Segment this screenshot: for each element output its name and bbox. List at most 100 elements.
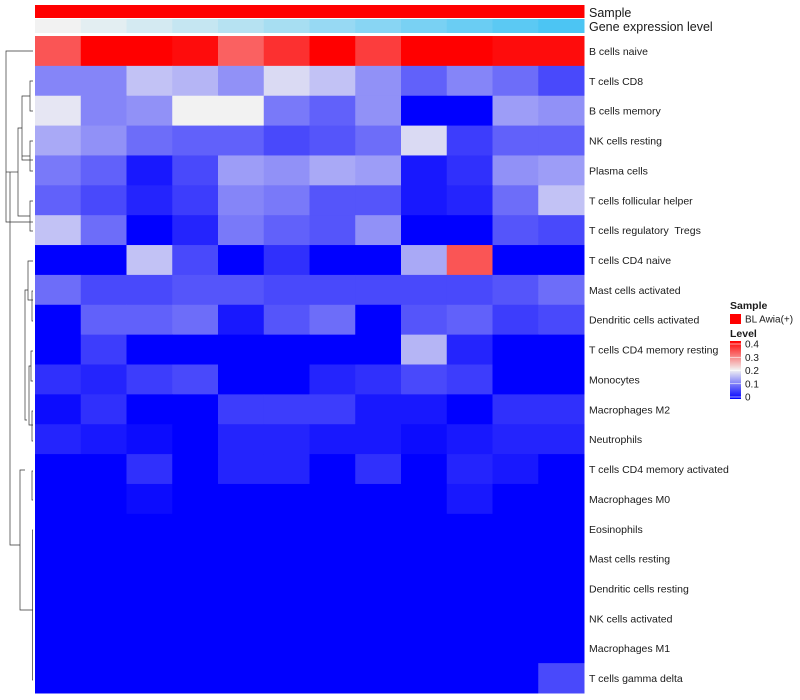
heatmap-cell <box>355 603 402 634</box>
legend-sample-swatch <box>730 314 741 324</box>
heatmap-cell <box>263 573 310 604</box>
heatmap-cell <box>309 364 356 395</box>
heatmap-cell <box>126 633 173 664</box>
heatmap-cell <box>355 125 402 156</box>
heatmap-cell <box>218 95 265 127</box>
heatmap-cell <box>309 304 356 336</box>
sample-annotation-cell <box>355 5 402 18</box>
heatmap-cell <box>35 483 82 515</box>
row-label: Macrophages M2 <box>589 404 670 416</box>
sample-annotation-cell <box>309 5 356 18</box>
heatmap-cell <box>446 663 493 694</box>
heatmap-cell <box>172 633 219 664</box>
heatmap-cell <box>80 304 127 336</box>
heatmap-cell <box>538 274 585 306</box>
gene-expression-annotation-cell <box>446 19 493 33</box>
heatmap-cell <box>309 155 356 186</box>
heatmap-cell <box>35 334 82 365</box>
heatmap-cell <box>446 95 493 127</box>
heatmap-cell <box>263 364 310 395</box>
heatmap-cell <box>492 334 539 365</box>
heatmap-cell <box>35 155 82 186</box>
row-label: T cells CD4 memory resting <box>589 345 718 357</box>
heatmap-cell <box>538 334 585 365</box>
heatmap-cell <box>35 95 82 127</box>
heatmap-cell <box>492 513 539 545</box>
heatmap-cell <box>538 364 585 395</box>
heatmap-cell <box>355 245 402 276</box>
heatmap-cell <box>446 603 493 634</box>
heatmap-cell <box>446 36 493 67</box>
heatmap-cell <box>80 663 127 694</box>
heatmap-cell <box>126 304 173 336</box>
sample-annotation-cell <box>126 5 173 18</box>
heatmap-cell <box>172 424 219 455</box>
heatmap-cell <box>492 663 539 694</box>
heatmap-cell <box>263 95 310 127</box>
heatmap-cell <box>172 364 219 395</box>
heatmap-cell <box>172 155 219 186</box>
row-label: T cells regulatory Tregs <box>589 225 701 237</box>
heatmap-cell <box>309 543 356 575</box>
sample-annotation-cell <box>538 5 585 18</box>
heatmap-cell <box>218 603 265 634</box>
heatmap-cell <box>309 424 356 455</box>
row-label: B cells naive <box>589 46 648 58</box>
heatmap-cell <box>35 663 82 694</box>
heatmap-cell <box>80 513 127 545</box>
heatmap-cell <box>492 603 539 634</box>
heatmap-cell <box>355 513 402 545</box>
heatmap-cell <box>355 274 402 306</box>
heatmap-cell <box>35 36 82 67</box>
heatmap-cell <box>309 215 356 246</box>
heatmap-cell <box>172 274 219 306</box>
heatmap-cell <box>401 36 448 67</box>
gene-expression-annotation-cell <box>218 19 265 33</box>
heatmap-cell <box>80 334 127 365</box>
heatmap-cell <box>492 573 539 604</box>
gene-expression-annotation-cell <box>355 19 402 33</box>
heatmap-cell <box>172 185 219 216</box>
heatmap-cell <box>126 65 173 97</box>
heatmap-cell <box>355 364 402 395</box>
heatmap-cell <box>80 573 127 604</box>
heatmap-cell <box>355 334 402 365</box>
heatmap-cell <box>446 454 493 485</box>
row-label: B cells memory <box>589 106 662 118</box>
heatmap-cell <box>35 125 82 156</box>
heatmap-cell <box>538 483 585 515</box>
sample-annotation-cell <box>492 5 539 18</box>
heatmap-cell <box>492 364 539 395</box>
heatmap-cell <box>309 483 356 515</box>
sample-annotation-cell <box>172 5 219 18</box>
heatmap-cell <box>263 633 310 664</box>
heatmap-cell <box>80 215 127 246</box>
heatmap-cell <box>401 483 448 515</box>
row-label: Macrophages M1 <box>589 643 670 655</box>
heatmap-cell <box>126 483 173 515</box>
heatmap-cell <box>172 95 219 127</box>
row-label: NK cells activated <box>589 613 673 625</box>
heatmap-cell <box>263 424 310 455</box>
heatmap-cell <box>309 95 356 127</box>
row-label: Monocytes <box>589 374 640 386</box>
heatmap-cell <box>492 633 539 664</box>
heatmap-cell <box>80 603 127 634</box>
heatmap-cell <box>80 483 127 515</box>
gene-expression-annotation-cell <box>492 19 539 33</box>
heatmap-cell <box>172 65 219 97</box>
gene-expression-annotation-cell <box>401 19 448 33</box>
heatmap-cell <box>218 185 265 216</box>
heatmap-cell <box>35 543 82 575</box>
sample-annotation-cell <box>446 5 493 18</box>
heatmap-cell <box>172 513 219 545</box>
heatmap-cell <box>401 513 448 545</box>
row-label: T cells CD4 memory activated <box>589 464 729 476</box>
heatmap-cell <box>218 633 265 664</box>
heatmap-cell <box>401 424 448 455</box>
heatmap-cell <box>80 185 127 216</box>
heatmap-cell <box>218 245 265 276</box>
heatmap-cell <box>401 543 448 575</box>
heatmap-cell <box>401 185 448 216</box>
heatmap-cell <box>446 364 493 395</box>
